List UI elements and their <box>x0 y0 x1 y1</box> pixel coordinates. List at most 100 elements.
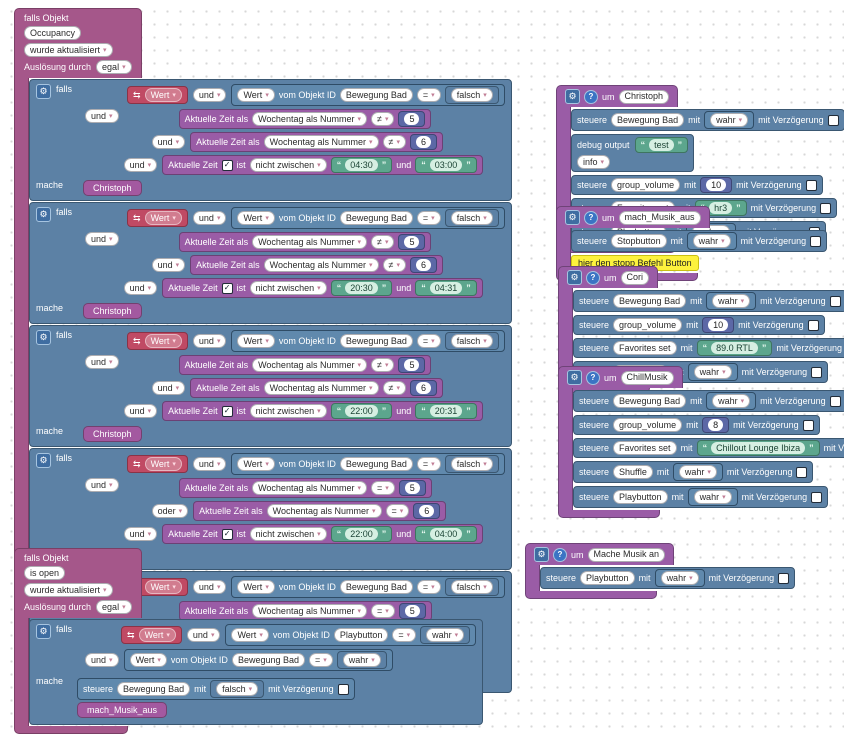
weekday-compare-block[interactable]: Aktuelle Zeit als Wochentag als Nummer =… <box>193 501 447 521</box>
control-object-field[interactable]: Favorites set <box>613 441 677 455</box>
trigger-value-block[interactable]: ⇆ Wert <box>127 86 188 104</box>
mutator-gear-icon[interactable]: ⚙ <box>567 370 582 385</box>
weekday-compare-block[interactable]: Aktuelle Zeit als Wochentag als Nummer ≠… <box>178 355 432 375</box>
number-field[interactable]: 6 <box>419 505 435 517</box>
bool-dropdown[interactable]: wahr <box>712 394 751 408</box>
time-string-block[interactable]: “ 04:00 ” <box>415 526 477 542</box>
weekday-op-dropdown[interactable]: ≠ <box>382 135 406 149</box>
time-between-block[interactable]: Aktuelle Zeit ✓ ist nicht zwischen “ 20:… <box>162 278 483 298</box>
logic-join-dropdown[interactable]: und <box>192 211 227 225</box>
logic-join-dropdown[interactable]: und <box>123 527 158 541</box>
weekday-compare-block[interactable]: Aktuelle Zeit als Wochentag als Nummer ≠… <box>190 132 444 152</box>
bool-dropdown[interactable]: wahr <box>693 490 732 504</box>
bool-dropdown[interactable]: wahr <box>710 113 749 127</box>
time-start-field[interactable]: 22:00 <box>345 405 378 417</box>
mutator-gear-icon[interactable]: ⚙ <box>565 210 580 225</box>
compare-object-field[interactable]: Bewegung Bad <box>339 580 413 594</box>
logic-join-dropdown[interactable]: und <box>85 109 119 123</box>
delay-checkbox[interactable] <box>807 319 819 331</box>
weekday-op-dropdown[interactable]: = <box>385 504 410 518</box>
bool-value-block[interactable]: wahr <box>706 392 757 410</box>
compare-op-dropdown[interactable]: = <box>416 457 441 471</box>
delay-checkbox[interactable] <box>829 295 841 307</box>
compare-op-dropdown[interactable]: = <box>416 334 441 348</box>
weekday-op-dropdown[interactable]: ≠ <box>382 258 406 272</box>
delay-checkbox[interactable] <box>778 572 790 584</box>
number-field[interactable]: 10 <box>708 319 729 331</box>
control-object-field[interactable]: Favorites set <box>613 341 677 355</box>
time-string-block[interactable]: “ 04:30 ” <box>330 157 393 173</box>
weekday-op-dropdown[interactable]: ≠ <box>370 358 395 372</box>
compare-object-field[interactable]: Bewegung Bad <box>231 653 305 667</box>
trigger-value-dropdown[interactable]: Wert <box>144 457 182 471</box>
steuere-block[interactable]: steuere group_volume mit 10 mit Verzöger… <box>573 315 825 335</box>
string-value-block[interactable]: “ Chillout Lounge Ibiza ” <box>696 440 820 456</box>
bool-dropdown[interactable]: wahr <box>426 628 465 642</box>
bool-value-block[interactable]: falsch <box>210 680 265 698</box>
control-object-field[interactable]: group_volume <box>613 318 683 332</box>
trigger-value-dropdown[interactable]: Wert <box>144 211 182 225</box>
weekday-op-dropdown[interactable]: ≠ <box>382 381 406 395</box>
steuere-block[interactable]: steuere Playbutton mit wahr mit Verzöger… <box>540 567 796 589</box>
string-field[interactable]: Chillout Lounge Ibiza <box>711 442 806 454</box>
function-name-field[interactable]: Cori <box>620 270 650 285</box>
logic-join-dropdown[interactable]: und <box>151 258 186 272</box>
steuere-block[interactable]: steuere Bewegung Bad mit wahr mit Verzög… <box>573 390 844 412</box>
time-start-field[interactable]: 04:30 <box>345 159 378 171</box>
mutator-gear-icon[interactable]: ⚙ <box>36 84 51 99</box>
debug-string-block[interactable]: “ test ” <box>634 137 689 153</box>
bool-value-block[interactable]: wahr <box>687 363 738 381</box>
time-end-field[interactable]: 04:31 <box>429 282 463 294</box>
call-christoph-block[interactable]: Christoph <box>83 426 142 442</box>
bool-value-block[interactable]: wahr <box>654 569 705 587</box>
if-block[interactable]: ⚙ falls ⇆ Wert und Wert <box>29 448 512 570</box>
between-mode-dropdown[interactable]: nicht zwischen <box>249 527 327 541</box>
bool-value-block[interactable]: falsch <box>444 209 499 227</box>
object-compare-block[interactable]: Wert vom Objekt ID Bewegung Bad = falsch <box>231 207 505 229</box>
number-field[interactable]: 6 <box>416 259 432 271</box>
number-field[interactable]: 5 <box>404 236 420 248</box>
call-christoph-block[interactable]: Christoph <box>83 180 142 196</box>
bool-dropdown[interactable]: falsch <box>450 580 493 594</box>
debug-level-dropdown[interactable]: info <box>577 155 611 169</box>
bool-dropdown[interactable]: wahr <box>660 571 699 585</box>
help-icon[interactable]: ? <box>553 547 567 562</box>
weekday-compare-block[interactable]: Aktuelle Zeit als Wochentag als Nummer ≠… <box>178 109 432 129</box>
logic-join-dropdown[interactable]: und <box>85 232 119 246</box>
compare-op-dropdown[interactable]: = <box>309 653 333 667</box>
compare-op-dropdown[interactable]: = <box>416 211 441 225</box>
help-icon[interactable]: ? <box>586 270 600 285</box>
control-object-field[interactable]: Bewegung Bad <box>613 294 687 308</box>
delay-checkbox[interactable] <box>827 114 839 126</box>
help-icon[interactable]: ? <box>586 370 600 385</box>
number-block[interactable]: 6 <box>410 257 438 273</box>
trigger-dropdown[interactable]: wurde aktualisiert <box>24 583 113 597</box>
mutator-gear-icon[interactable]: ⚙ <box>567 270 582 285</box>
delay-checkbox[interactable] <box>796 466 808 478</box>
bool-value-block[interactable]: wahr <box>706 292 757 310</box>
time-format-dropdown[interactable]: Wochentag als Nummer <box>263 258 379 272</box>
bool-dropdown[interactable]: falsch <box>450 457 493 471</box>
number-field[interactable]: 5 <box>404 359 420 371</box>
steuere-block[interactable]: steuere Bewegung Bad mit wahr mit Verzög… <box>571 109 844 131</box>
logic-join-dropdown[interactable]: und <box>85 478 119 492</box>
trigger-mode-dropdown[interactable]: egal <box>96 600 132 614</box>
logic-join-dropdown[interactable]: und <box>85 653 119 667</box>
time-checkbox[interactable]: ✓ <box>221 528 233 540</box>
bool-dropdown[interactable]: wahr <box>678 465 717 479</box>
bool-dropdown[interactable]: falsch <box>450 88 493 102</box>
logic-join-dropdown[interactable]: und <box>186 628 221 642</box>
number-block[interactable]: 5 <box>398 480 426 496</box>
logic-join-dropdown[interactable]: und <box>85 355 119 369</box>
time-end-field[interactable]: 04:00 <box>429 528 463 540</box>
bool-dropdown[interactable]: falsch <box>450 334 493 348</box>
time-format-dropdown[interactable]: Wochentag als Nummer <box>252 112 367 126</box>
time-format-dropdown[interactable]: Wochentag als Nummer <box>263 381 379 395</box>
trigger-value-dropdown[interactable]: Wert <box>144 88 182 102</box>
mutator-gear-icon[interactable]: ⚙ <box>36 624 51 639</box>
function-chillmusik-block[interactable]: ⚙ ? um ChillMusik steuere Bewegung Bad m… <box>558 366 844 518</box>
control-object-field[interactable]: Playbutton <box>613 490 668 504</box>
number-field[interactable]: 5 <box>404 113 420 125</box>
time-format-dropdown[interactable]: Wochentag als Nummer <box>252 481 367 495</box>
time-string-block[interactable]: “ 22:00 ” <box>330 526 393 542</box>
